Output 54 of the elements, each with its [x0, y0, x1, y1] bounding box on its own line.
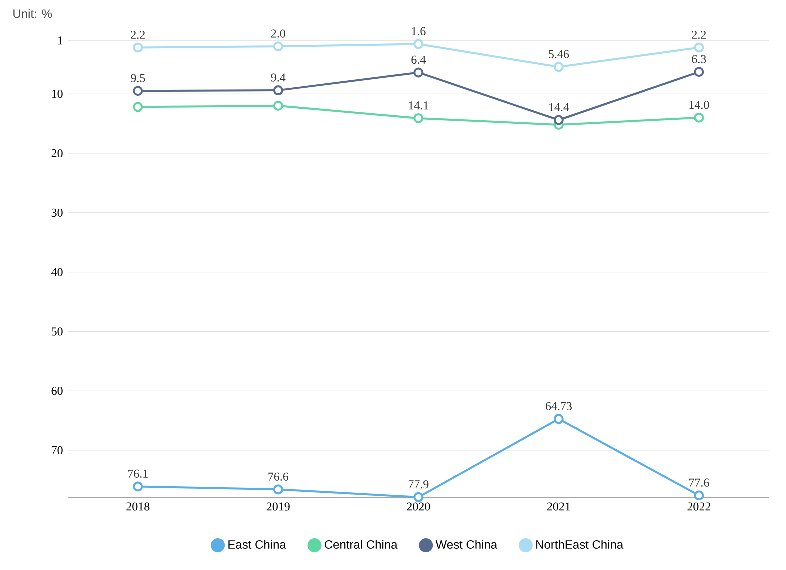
y-tick-label: 60 — [52, 387, 63, 396]
y-tick-label: 70 — [52, 446, 63, 455]
data-label: 9.4 — [271, 74, 286, 82]
data-label: 14.0 — [690, 101, 710, 110]
y-tick-label: 1 — [58, 36, 63, 45]
data-label: 1.6 — [412, 27, 426, 36]
point — [273, 42, 284, 52]
legend-label: West China — [436, 540, 498, 549]
point — [133, 482, 144, 492]
x-tick-label: 2020 — [407, 502, 430, 511]
y-tick-label: 20 — [52, 149, 63, 158]
y-tick-label: 40 — [52, 268, 63, 276]
text: Unit: % — [14, 9, 52, 18]
data-label: 6.3 — [692, 55, 706, 64]
point — [133, 86, 144, 96]
x-tick-label: 2021 — [547, 502, 570, 511]
point — [694, 67, 704, 78]
data-label: 76.1 — [128, 470, 148, 478]
point — [554, 115, 564, 126]
data-label: 2.2 — [692, 30, 706, 40]
data-label: 6.4 — [412, 56, 426, 64]
legend-label: East China — [228, 540, 286, 549]
y-tick-label: 50 — [52, 328, 63, 336]
y-tick-label: 10 — [52, 90, 63, 98]
point — [414, 68, 424, 78]
point — [414, 492, 424, 502]
data-label: 77.9 — [408, 480, 429, 489]
point — [414, 113, 424, 124]
data-label: 77.6 — [689, 478, 710, 487]
x-tick-label: 2018 — [126, 502, 150, 511]
data-label: 9.5 — [131, 74, 146, 82]
data-label: 2.2 — [131, 30, 145, 40]
legend-label: Central China — [325, 540, 398, 549]
point — [273, 484, 284, 495]
data-label: 64.73 — [546, 402, 572, 410]
point — [694, 42, 704, 53]
point — [694, 112, 704, 123]
point — [414, 39, 424, 50]
x-tick-label: 2022 — [688, 502, 711, 511]
point — [554, 414, 564, 424]
point — [273, 86, 284, 96]
point — [133, 42, 144, 53]
data-label: 14.1 — [409, 102, 428, 110]
legend-label: NorthEast China — [536, 540, 624, 549]
point — [554, 62, 564, 72]
data-label: 14.4 — [549, 103, 570, 112]
point — [273, 101, 284, 111]
point — [694, 490, 704, 501]
point — [133, 102, 144, 112]
data-label: 2.0 — [271, 30, 286, 38]
data-label: 5.46 — [549, 50, 570, 58]
x-tick-label: 2019 — [266, 502, 290, 511]
y-tick-label: 30 — [52, 208, 63, 217]
data-label: 76.6 — [268, 472, 289, 481]
